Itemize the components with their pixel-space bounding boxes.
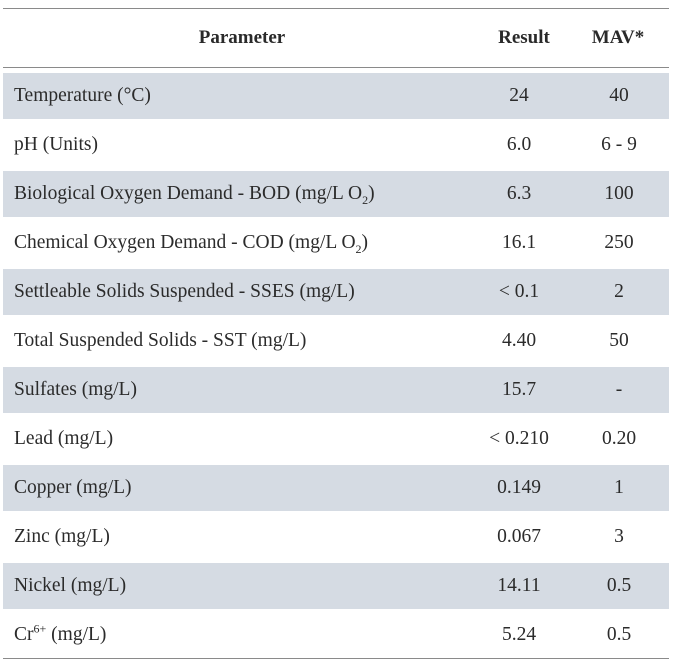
cell-parameter: Sulfates (mg/L) xyxy=(3,379,469,401)
cell-parameter: Lead (mg/L) xyxy=(3,428,469,450)
parameter-subscript: 2 xyxy=(355,241,362,256)
table-row: Chemical Oxygen Demand - COD (mg/L O2) 16… xyxy=(3,220,669,266)
table-row: Zinc (mg/L) 0.067 3 xyxy=(3,514,669,560)
parameter-text: Temperature (°C) xyxy=(14,85,151,106)
cell-mav: - xyxy=(615,379,623,400)
cell-mav: 2 xyxy=(614,281,624,302)
cell-mav: 100 xyxy=(604,183,634,204)
cell-mav: 6 - 9 xyxy=(601,134,637,155)
table-row: Sulfates (mg/L) 15.7 - xyxy=(3,367,669,413)
cell-parameter: pH (Units) xyxy=(3,134,469,156)
cell-mav: 3 xyxy=(614,526,624,547)
table-row: Total Suspended Solids - SST (mg/L) 4.40 5… xyxy=(3,318,669,364)
parameter-text: Sulfates (mg/L) xyxy=(14,379,137,400)
table-row: Settleable Solids Suspended - SSES (mg/L… xyxy=(3,269,669,315)
cell-mav: 0.5 xyxy=(606,575,632,596)
cell-result: 14.11 xyxy=(497,575,541,596)
table-row: Nickel (mg/L) 14.11 0.5 xyxy=(3,563,669,609)
cell-result: 15.7 xyxy=(501,379,537,400)
table-header-row: Parameter Result MAV* xyxy=(3,9,669,67)
cell-result: 16.1 xyxy=(501,232,537,253)
parameter-suffix: (mg/L) xyxy=(46,624,107,645)
cell-result: 0.067 xyxy=(497,526,541,547)
cell-mav: 250 xyxy=(604,232,634,253)
parameter-text: Cr xyxy=(14,624,34,645)
parameter-subscript: 2 xyxy=(362,192,369,207)
header-parameter: Parameter xyxy=(198,27,286,48)
table-top-rule xyxy=(3,8,669,9)
parameter-text: Copper (mg/L) xyxy=(14,477,132,498)
table-header-rule xyxy=(3,67,669,68)
table-row: pH (Units) 6.0 6 - 9 xyxy=(3,122,669,168)
parameter-text: Lead (mg/L) xyxy=(14,428,114,449)
parameter-text: Biological Oxygen Demand - BOD (mg/L O xyxy=(14,183,363,204)
cell-result: 6.0 xyxy=(506,134,532,155)
parameter-superscript: 6+ xyxy=(33,621,47,636)
table-bottom-rule xyxy=(3,658,669,659)
parameter-suffix: ) xyxy=(368,183,375,204)
table-row: Lead (mg/L) < 0.210 0.20 xyxy=(3,416,669,462)
cell-parameter: Chemical Oxygen Demand - COD (mg/L O2) xyxy=(3,232,469,256)
cell-mav: 0.20 xyxy=(601,428,637,449)
cell-parameter: Zinc (mg/L) xyxy=(3,526,469,548)
table-row: Copper (mg/L) 0.149 1 xyxy=(3,465,669,511)
cell-result: 24 xyxy=(509,85,529,106)
parameter-text: Chemical Oxygen Demand - COD (mg/L O xyxy=(14,232,356,253)
cell-mav: 40 xyxy=(609,85,629,106)
header-result: Result xyxy=(498,27,550,48)
parameter-suffix: ) xyxy=(361,232,369,253)
cell-result: 4.40 xyxy=(501,330,537,351)
parameter-text: Nickel (mg/L) xyxy=(14,575,127,596)
cell-result: < 0.210 xyxy=(489,428,549,449)
table-body: Temperature (°C) 24 40 pH (Units) 6.0 6 - 9 Bi… xyxy=(3,73,669,658)
cell-parameter: Copper (mg/L) xyxy=(3,477,469,499)
parameter-text: Total Suspended Solids - SST (mg/L) xyxy=(14,330,307,351)
parameter-text: Zinc (mg/L) xyxy=(14,526,110,547)
parameter-text: Settleable Solids Suspended - SSES (mg/L… xyxy=(14,281,355,302)
cell-parameter: Cr6+ (mg/L) xyxy=(3,621,469,646)
cell-parameter: Total Suspended Solids - SST (mg/L) xyxy=(3,330,469,352)
cell-mav: 50 xyxy=(609,330,629,351)
cell-result: 6.3 xyxy=(506,183,532,204)
cell-result: < 0.1 xyxy=(498,281,540,302)
cell-parameter: Nickel (mg/L) xyxy=(3,575,469,597)
table-row: Cr6+ (mg/L) 5.24 0.5 xyxy=(3,612,669,658)
cell-mav: 1 xyxy=(614,477,624,498)
header-mav: MAV* xyxy=(591,27,645,48)
cell-mav: 0.5 xyxy=(606,624,632,645)
cell-parameter: Settleable Solids Suspended - SSES (mg/L… xyxy=(3,281,469,303)
table-row: Biological Oxygen Demand - BOD (mg/L O2)… xyxy=(3,171,669,217)
cell-result: 5.24 xyxy=(501,624,537,645)
cell-parameter: Biological Oxygen Demand - BOD (mg/L O2) xyxy=(3,183,469,207)
cell-parameter: Temperature (°C) xyxy=(3,85,469,107)
table-row: Temperature (°C) 24 40 xyxy=(3,73,669,119)
cell-result: 0.149 xyxy=(497,477,541,498)
parameter-table: Parameter Result MAV* Temperature (°C) 24… xyxy=(3,8,669,659)
parameter-text: pH (Units) xyxy=(14,134,98,155)
